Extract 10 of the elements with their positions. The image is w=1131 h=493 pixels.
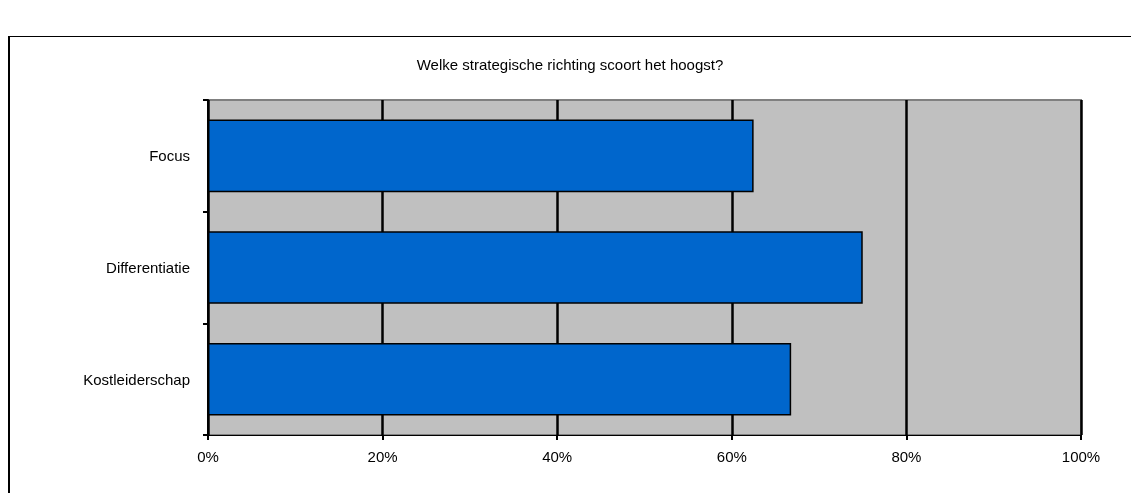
chart-title: Welke strategische richting scoort het hoogst? xyxy=(416,56,724,73)
x-tick-label: 60% xyxy=(716,448,747,465)
x-tick-label: 0% xyxy=(197,448,219,465)
y-tick-label: Focus xyxy=(149,147,190,165)
y-tick-label: Kostleiderschap xyxy=(83,370,190,388)
x-tick-label: 20% xyxy=(367,448,398,465)
x-tick-label: 80% xyxy=(891,448,922,465)
x-tick-label: 100% xyxy=(1061,448,1101,465)
x-tick-label: 40% xyxy=(542,448,573,465)
y-tick-label: Differentiatie xyxy=(106,259,190,276)
